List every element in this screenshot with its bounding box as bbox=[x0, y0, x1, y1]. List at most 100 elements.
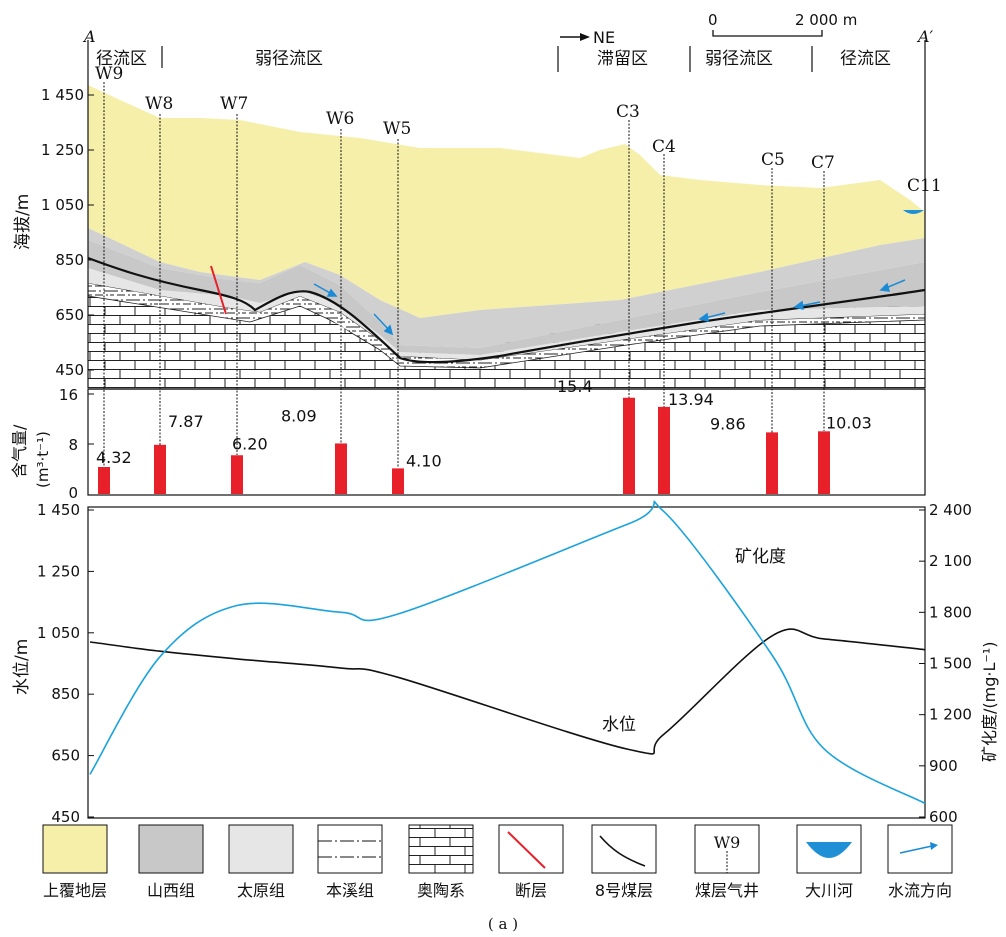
scale-bar bbox=[712, 30, 823, 37]
legend-item-shanxi: 山西组 bbox=[138, 824, 204, 900]
well-label-c5: C5 bbox=[761, 150, 785, 170]
zone-stagnant: 滞留区 bbox=[597, 49, 648, 69]
gas-bar-w9 bbox=[98, 467, 110, 494]
right-axis-tick: 2 400 bbox=[929, 501, 972, 519]
gas-value-label: 15.4 bbox=[557, 377, 593, 396]
shanxi-layer bbox=[88, 240, 925, 355]
svg-text:奥陶系: 奥陶系 bbox=[417, 881, 465, 900]
section-header: A A′ 径流区 弱径流区 滞留区 弱径流区 径流区 NE 0 2 000 m bbox=[82, 11, 934, 72]
left-axis-tick: 1 450 bbox=[37, 501, 80, 519]
zone-runoff-2: 径流区 bbox=[840, 49, 891, 69]
right-axis-tick: 1 200 bbox=[929, 706, 972, 724]
gas-value-label: 4.32 bbox=[96, 448, 132, 467]
scale-start: 0 bbox=[708, 11, 718, 29]
figure-caption: ( a ) bbox=[488, 915, 518, 933]
hydro-panel: 1 450 1 250 1 050 850 650 450 2 400 2 100 1 800 1… bbox=[12, 500, 999, 826]
svg-text:大川河: 大川河 bbox=[805, 881, 853, 900]
left-axis-tick: 1 050 bbox=[37, 624, 80, 642]
gas-value-label: 13.94 bbox=[668, 390, 714, 409]
legend-item-coal-seam: 8号煤层 bbox=[591, 824, 657, 900]
right-axis-label: 矿化度/(mg·L⁻¹) bbox=[980, 642, 999, 762]
gas-value-label: 8.09 bbox=[281, 406, 317, 425]
gas-y-tick: 0 bbox=[68, 484, 78, 502]
well-label-w9: W9 bbox=[95, 64, 123, 84]
scale-end: 2 000 m bbox=[795, 11, 857, 29]
legend-item-fault: 断层 bbox=[498, 824, 564, 900]
section-y-axis-label: 海拔/m bbox=[13, 194, 33, 250]
section-y-tick: 650 bbox=[55, 306, 84, 324]
water-level-line bbox=[89, 628, 926, 755]
well-label-c4: C4 bbox=[652, 137, 676, 157]
right-axis-tick: 900 bbox=[929, 757, 958, 775]
well-label-c3: C3 bbox=[616, 102, 640, 122]
cross-section bbox=[87, 40, 926, 388]
benxi-swatch bbox=[318, 840, 382, 858]
gas-y-tick: 16 bbox=[59, 386, 78, 404]
gas-y-label-line1: 含气量/ bbox=[10, 424, 29, 478]
ordovician-brick-swatch bbox=[408, 824, 474, 874]
well-lines bbox=[103, 82, 926, 468]
gas-panel-frame bbox=[87, 388, 926, 496]
zone-weak-runoff-2: 弱径流区 bbox=[705, 49, 773, 69]
gas-bar-c3 bbox=[623, 397, 635, 494]
svg-text:断层: 断层 bbox=[515, 881, 547, 900]
section-y-axis: 海拔/m 1 450 1 250 1 050 850 650 450 bbox=[13, 86, 94, 379]
right-axis-tick: 1 500 bbox=[929, 655, 972, 673]
svg-text:上覆地层: 上覆地层 bbox=[43, 881, 107, 900]
section-y-tick: 1 450 bbox=[41, 86, 84, 104]
direction-label: NE bbox=[593, 28, 615, 47]
hydro-panel-frame bbox=[87, 506, 926, 819]
legend: 上覆地层 山西组 太原组 本溪组 奥陶系 断层 bbox=[42, 824, 953, 900]
legend-item-flow-direction: 水流方向 bbox=[887, 824, 953, 900]
tds-curve-label: 矿化度 bbox=[735, 547, 786, 567]
coal-seam-icon bbox=[599, 835, 646, 867]
north-east-arrow-icon bbox=[580, 33, 590, 41]
gas-bar-w5 bbox=[392, 468, 404, 494]
left-axis-tick: 450 bbox=[51, 808, 80, 826]
legend-item-well: W9 煤层气井 bbox=[694, 824, 760, 900]
svg-text:太原组: 太原组 bbox=[237, 881, 285, 900]
svg-text:山西组: 山西组 bbox=[147, 881, 195, 900]
well-label-w6: W6 bbox=[326, 109, 354, 129]
svg-text:煤层气井: 煤层气井 bbox=[695, 881, 759, 900]
gas-bar-w7 bbox=[231, 455, 243, 494]
section-y-tick: 1 050 bbox=[41, 196, 84, 214]
section-end-label: A′ bbox=[916, 27, 934, 46]
gas-y-label-line2: (m³·t⁻¹) bbox=[34, 431, 52, 488]
taiyuan-swatch bbox=[228, 824, 294, 874]
shanxi-upper-band bbox=[88, 228, 925, 348]
section-start-label: A bbox=[82, 27, 96, 46]
overburden-layer bbox=[88, 85, 925, 318]
zone-weak-runoff-1: 弱径流区 bbox=[255, 49, 323, 69]
svg-text:本溪组: 本溪组 bbox=[326, 881, 374, 900]
coal-seam-8 bbox=[87, 256, 926, 364]
gas-bar-w8 bbox=[154, 444, 166, 494]
water-level-curve-label: 水位 bbox=[602, 715, 636, 735]
legend-item-taiyuan: 太原组 bbox=[228, 824, 294, 900]
section-y-tick: 450 bbox=[55, 361, 84, 379]
zone-runoff-1: 径流区 bbox=[96, 49, 147, 69]
legend-item-overburden: 上覆地层 bbox=[42, 824, 108, 900]
svg-text:水流方向: 水流方向 bbox=[888, 881, 952, 900]
gas-y-tick: 8 bbox=[68, 436, 78, 454]
well-icon: W9 bbox=[714, 833, 741, 852]
gas-bar-c7 bbox=[818, 431, 830, 494]
legend-item-benxi: 本溪组 bbox=[317, 824, 383, 900]
gas-panel: 4.32 7.87 6.20 8.09 4.10 15.4 13.94 9.86 10.03 1… bbox=[10, 377, 926, 502]
legend-item-ordovician: 奥陶系 bbox=[408, 824, 474, 900]
svg-text:8号煤层: 8号煤层 bbox=[595, 881, 653, 900]
fault-line bbox=[210, 265, 227, 315]
fault-icon bbox=[507, 831, 546, 869]
right-axis-tick: 600 bbox=[929, 808, 958, 826]
right-axis-tick: 2 100 bbox=[929, 552, 972, 570]
tds-line bbox=[89, 500, 926, 805]
left-axis-label: 水位/m bbox=[12, 639, 32, 695]
shanxi-swatch bbox=[138, 824, 204, 874]
gas-bar-w6 bbox=[335, 443, 347, 494]
ordovician-fold bbox=[88, 300, 400, 388]
left-axis-tick: 650 bbox=[51, 747, 80, 765]
gas-value-label: 7.87 bbox=[168, 412, 204, 431]
gas-value-label: 10.03 bbox=[826, 413, 872, 432]
flow-arrows bbox=[313, 279, 906, 336]
